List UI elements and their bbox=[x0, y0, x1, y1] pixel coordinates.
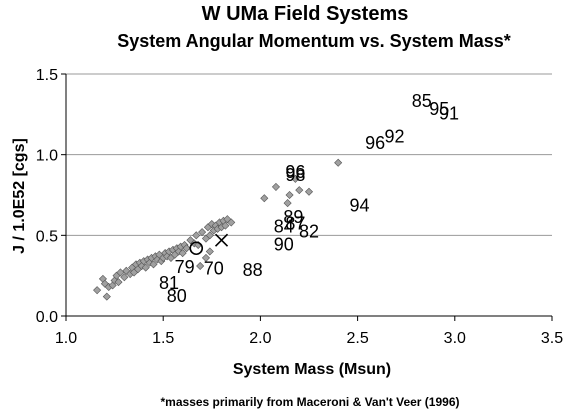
field-point bbox=[304, 187, 314, 196]
x-tick-label: 1.0 bbox=[55, 330, 77, 347]
field-points bbox=[93, 158, 343, 301]
axes bbox=[61, 73, 553, 321]
x-axis-label: System Mass (Msun) bbox=[233, 361, 391, 378]
point-label: 91 bbox=[439, 104, 459, 124]
y-tick-label: 0.0 bbox=[36, 309, 58, 326]
point-label: 89 bbox=[283, 207, 303, 227]
x-tick-labels: 1.0 1.5 2.0 2.5 3.0 3.5 bbox=[55, 330, 563, 347]
field-point bbox=[141, 263, 150, 272]
field-point bbox=[198, 228, 207, 237]
field-point bbox=[108, 281, 117, 290]
footnote: *masses primarily from Maceroni & Van't … bbox=[161, 395, 460, 409]
field-point bbox=[260, 194, 269, 203]
point-label: 92 bbox=[385, 126, 405, 146]
point-label: 96 bbox=[365, 133, 385, 153]
field-point bbox=[93, 286, 102, 295]
point-label: 87 bbox=[285, 213, 305, 233]
special-markers bbox=[189, 233, 229, 256]
field-point bbox=[285, 190, 294, 200]
field-point bbox=[182, 244, 191, 253]
field-point bbox=[291, 174, 300, 183]
y-tick-label: 1.0 bbox=[36, 148, 58, 165]
gridlines bbox=[66, 73, 552, 236]
point-label: 95 bbox=[429, 99, 449, 119]
point-label: 84 bbox=[274, 217, 294, 237]
y-tick-label: 1.5 bbox=[36, 67, 58, 84]
field-point bbox=[283, 199, 292, 208]
field-point bbox=[196, 261, 205, 271]
field-point bbox=[178, 249, 187, 258]
point-label: 98 bbox=[285, 165, 305, 185]
field-point bbox=[149, 260, 158, 269]
field-point bbox=[120, 273, 129, 282]
point-label: 81 bbox=[159, 273, 179, 293]
point-label: 88 bbox=[243, 260, 263, 280]
y-axis-label: J / 1.0E52 [cgs] bbox=[11, 138, 28, 254]
y-tick-labels: 0.0 0.5 1.0 1.5 bbox=[36, 67, 58, 326]
point-label: 80 bbox=[167, 286, 187, 306]
field-point bbox=[205, 247, 214, 256]
x-tick-label: 2.5 bbox=[346, 330, 368, 347]
open-circle-marker bbox=[189, 241, 204, 256]
x-tick-label: 1.5 bbox=[152, 330, 174, 347]
field-point bbox=[102, 292, 111, 301]
point-label: 70 bbox=[204, 259, 224, 279]
field-point bbox=[271, 182, 280, 191]
field-point bbox=[295, 186, 304, 195]
field-point bbox=[114, 278, 123, 287]
field-point bbox=[192, 231, 201, 240]
x-tick-label: 2.0 bbox=[249, 330, 271, 347]
field-point bbox=[227, 218, 236, 227]
chart-title: W UMa Field Systems bbox=[202, 3, 409, 25]
field-point bbox=[201, 253, 210, 262]
field-point bbox=[137, 261, 146, 271]
field-point bbox=[205, 231, 214, 240]
chart-subtitle: System Angular Momentum vs. System Mass* bbox=[117, 31, 510, 51]
point-label: 79 bbox=[175, 257, 195, 277]
y-tick-label: 0.5 bbox=[36, 228, 58, 245]
point-label: 85 bbox=[412, 91, 432, 111]
point-label: 96 bbox=[285, 162, 305, 182]
x-tick-label: 3.5 bbox=[541, 330, 563, 347]
field-point bbox=[221, 221, 230, 230]
field-point bbox=[334, 158, 343, 167]
x-marker-stroke bbox=[214, 233, 229, 247]
x-tick-label: 3.0 bbox=[444, 330, 466, 347]
point-label: 90 bbox=[274, 234, 294, 254]
point-label: 94 bbox=[350, 196, 370, 216]
point-label: 82 bbox=[299, 221, 319, 241]
